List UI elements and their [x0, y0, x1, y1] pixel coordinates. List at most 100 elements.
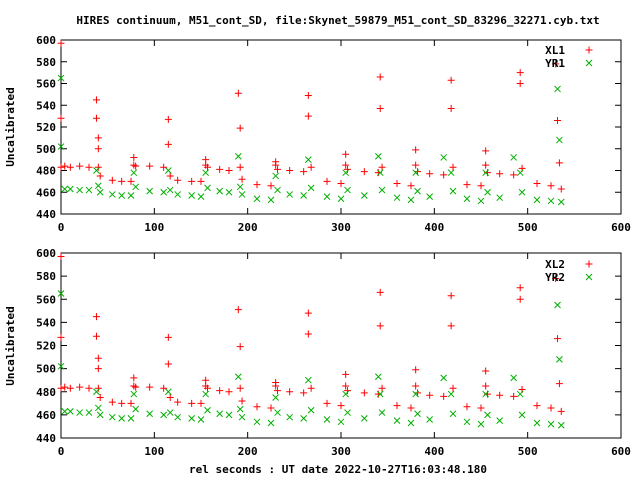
data-point [76, 186, 84, 194]
data-point [204, 384, 212, 392]
data-point [204, 163, 212, 171]
data-point [132, 162, 140, 170]
data-point [236, 384, 244, 392]
data-point [447, 292, 455, 300]
data-point [440, 154, 448, 161]
series-xl2 [57, 252, 565, 415]
data-point [477, 404, 485, 412]
legend-marker-yr2 [585, 273, 593, 281]
data-point [57, 290, 65, 297]
data-point [393, 402, 401, 410]
data-point [555, 159, 563, 167]
data-point [57, 143, 65, 150]
data-point [407, 419, 415, 427]
data-point [337, 180, 345, 188]
data-point [412, 146, 420, 154]
data-point [127, 399, 135, 407]
data-point [160, 188, 168, 196]
data-point [130, 390, 138, 398]
data-point [118, 192, 126, 199]
data-point [93, 167, 100, 174]
data-point [342, 150, 350, 158]
data-point [412, 169, 420, 177]
legend-marks-1 [585, 46, 593, 67]
data-point [238, 175, 246, 183]
data-point [440, 374, 448, 382]
data-point [376, 105, 384, 113]
data-point [323, 177, 331, 185]
data-point [76, 383, 84, 391]
data-point [92, 114, 100, 122]
data-point [426, 416, 434, 423]
y-tick-label: 520 [36, 340, 56, 353]
data-point [447, 105, 455, 113]
data-point [197, 399, 205, 407]
data-point [94, 404, 102, 412]
data-point [344, 409, 351, 416]
data-point [510, 171, 518, 179]
data-point [204, 184, 211, 192]
data-point [344, 387, 352, 395]
data-point [449, 187, 457, 195]
data-point [477, 197, 485, 205]
y-axis-label-1: Uncalibrated [4, 87, 17, 166]
data-point [66, 408, 74, 415]
tick-labels-1: 440 460 480 500 520 540 560 580 600 0 100 200 300 400… [36, 34, 631, 234]
panel-2: 440 460 480 500 520 540 560 580 600 0 100 200 300 400… [4, 247, 631, 458]
y-tick-label: 440 [36, 208, 56, 221]
data-point [307, 184, 315, 192]
data-point [393, 417, 401, 425]
data-point [108, 191, 116, 198]
data-point [516, 390, 524, 398]
panel-1: 440 460 480 500 520 540 560 580 600 0 100 200 300 400… [4, 34, 631, 234]
data-point [160, 384, 168, 392]
data-point [160, 411, 168, 419]
data-point [92, 332, 100, 340]
data-point [463, 195, 471, 203]
y-tick-label: 540 [36, 316, 56, 329]
data-point [92, 313, 100, 321]
data-point [407, 196, 415, 204]
data-point [447, 390, 455, 398]
data-point [337, 402, 345, 410]
legend-2: XL2 YR2 [545, 258, 593, 284]
data-point [510, 374, 518, 382]
x-tick-label: 600 [611, 445, 631, 458]
data-point [236, 183, 244, 191]
data-point [108, 176, 116, 184]
data-point [516, 69, 524, 77]
data-point [85, 384, 93, 392]
data-point [376, 390, 384, 398]
data-point [360, 192, 368, 199]
x-tick-label: 600 [611, 221, 631, 234]
legend-label-xl2: XL2 [545, 258, 565, 271]
data-point [304, 91, 312, 99]
data-point [344, 186, 351, 194]
data-point [286, 167, 294, 174]
data-point [374, 153, 382, 160]
data-point [94, 354, 102, 362]
data-point [130, 382, 138, 390]
data-point [463, 403, 471, 411]
data-point [344, 165, 352, 173]
y-tick-label: 540 [36, 99, 56, 112]
data-point [556, 356, 563, 363]
data-point [57, 333, 65, 341]
data-point [547, 182, 555, 190]
x-tick-label: 400 [424, 221, 444, 234]
data-point [197, 177, 205, 185]
data-point [238, 413, 246, 421]
data-point [360, 414, 368, 422]
data-point [272, 172, 280, 180]
data-point [188, 192, 196, 199]
data-point [342, 370, 350, 378]
data-point [57, 252, 65, 260]
data-point [234, 373, 242, 381]
x-tick-label: 500 [518, 445, 538, 458]
data-point [323, 193, 331, 200]
data-point [447, 169, 455, 177]
data-point [225, 411, 233, 419]
data-point [267, 404, 275, 412]
data-point [164, 115, 172, 123]
data-point [286, 413, 294, 421]
